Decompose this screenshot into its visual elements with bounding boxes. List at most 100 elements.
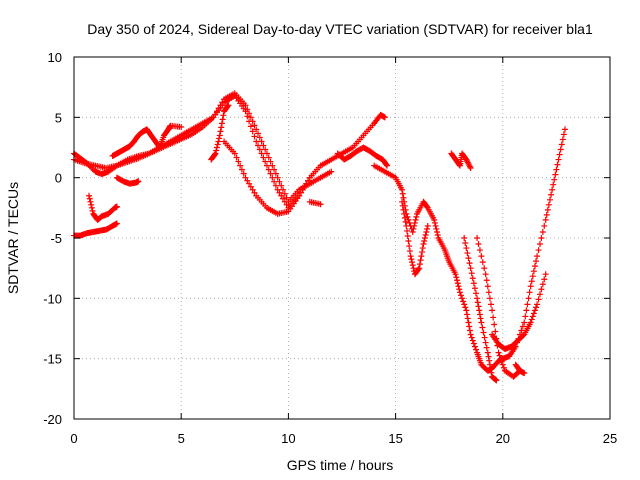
data-point: [431, 216, 438, 223]
data-point: [274, 174, 281, 181]
data-point: [303, 180, 310, 187]
data-point: [411, 222, 418, 229]
data-point: [421, 238, 428, 245]
series-arc-p: [208, 102, 232, 163]
data-point: [523, 307, 530, 314]
data-point: [224, 103, 231, 110]
data-point: [276, 178, 283, 185]
data-point: [89, 207, 96, 214]
data-point: [113, 220, 120, 227]
data-point: [469, 275, 476, 282]
data-point: [457, 292, 464, 299]
data-point: [486, 361, 493, 368]
data-point: [235, 158, 242, 165]
data-point: [247, 183, 254, 190]
data-point: [519, 323, 526, 330]
data-point: [262, 158, 269, 165]
data-point: [212, 150, 219, 157]
data-point: [213, 147, 220, 154]
data-point: [215, 105, 222, 112]
data-point: [466, 260, 473, 267]
data-point: [417, 257, 424, 264]
series-arc-l: [474, 235, 523, 380]
data-point: [431, 219, 438, 226]
data-point: [424, 222, 431, 229]
data-point: [469, 337, 476, 344]
data-point: [528, 316, 535, 323]
data-point: [86, 192, 93, 199]
data-point: [531, 307, 538, 314]
data-point: [468, 334, 475, 341]
data-point: [530, 310, 537, 317]
data-point: [240, 170, 247, 177]
plot-frame: [73, 56, 611, 420]
data-point: [462, 304, 469, 311]
data-point: [454, 277, 461, 284]
data-point: [461, 235, 468, 241]
y-tick-label: -20: [43, 412, 62, 427]
data-point: [432, 222, 439, 229]
data-point: [272, 182, 279, 189]
data-point: [539, 281, 546, 288]
data-point: [548, 191, 555, 198]
data-point: [521, 319, 528, 326]
data-point: [461, 301, 468, 308]
data-point: [484, 349, 491, 356]
data-point: [278, 192, 285, 199]
data-point: [486, 295, 493, 302]
x-tick-label: 20: [496, 431, 510, 446]
series-arc-n: [448, 150, 474, 172]
data-point: [306, 174, 313, 181]
data-point: [399, 190, 406, 197]
data-point: [213, 108, 220, 115]
y-tick-label: -10: [43, 291, 62, 306]
data-point: [212, 111, 219, 118]
data-point: [233, 154, 240, 161]
data-point: [551, 176, 558, 183]
data-point: [474, 299, 481, 306]
data-point: [422, 231, 429, 238]
data-point: [253, 126, 260, 133]
data-point: [467, 331, 474, 338]
y-tick-label: -5: [50, 231, 62, 246]
data-point: [218, 124, 225, 131]
data-point: [272, 170, 279, 177]
data-point: [493, 377, 500, 384]
data-point: [423, 228, 430, 235]
data-point: [424, 203, 431, 210]
chart-title: Day 350 of 2024, Sidereal Day-to-day VTE…: [87, 21, 593, 37]
data-point: [244, 177, 251, 184]
data-point: [484, 283, 491, 290]
series-arc-c: [221, 138, 313, 217]
data-point: [536, 241, 543, 248]
data-point: [538, 286, 545, 293]
data-point: [492, 328, 499, 335]
data-point: [454, 280, 461, 287]
data-point: [526, 289, 533, 296]
data-point: [283, 201, 290, 208]
x-tick-label: 10: [281, 431, 295, 446]
data-point: [217, 102, 224, 109]
data-point: [452, 271, 459, 278]
data-point: [253, 138, 260, 145]
data-point: [468, 270, 475, 277]
data-point: [220, 112, 227, 119]
data-point: [256, 134, 263, 141]
data-point: [216, 135, 223, 142]
data-point: [527, 283, 534, 290]
data-point: [249, 186, 256, 193]
series-arc-b: [71, 90, 335, 205]
data-point: [255, 142, 262, 149]
data-point: [260, 154, 267, 161]
data-point: [263, 150, 270, 157]
x-axis-label: GPS time / hours: [287, 457, 394, 473]
data-point: [521, 370, 528, 377]
data-point: [473, 346, 479, 353]
data-point: [483, 277, 490, 284]
data-point: [497, 355, 504, 362]
data-point: [216, 132, 223, 139]
data-point: [401, 214, 408, 221]
data-point: [251, 122, 258, 129]
data-point: [299, 186, 306, 193]
series-arc-d: [109, 122, 185, 159]
